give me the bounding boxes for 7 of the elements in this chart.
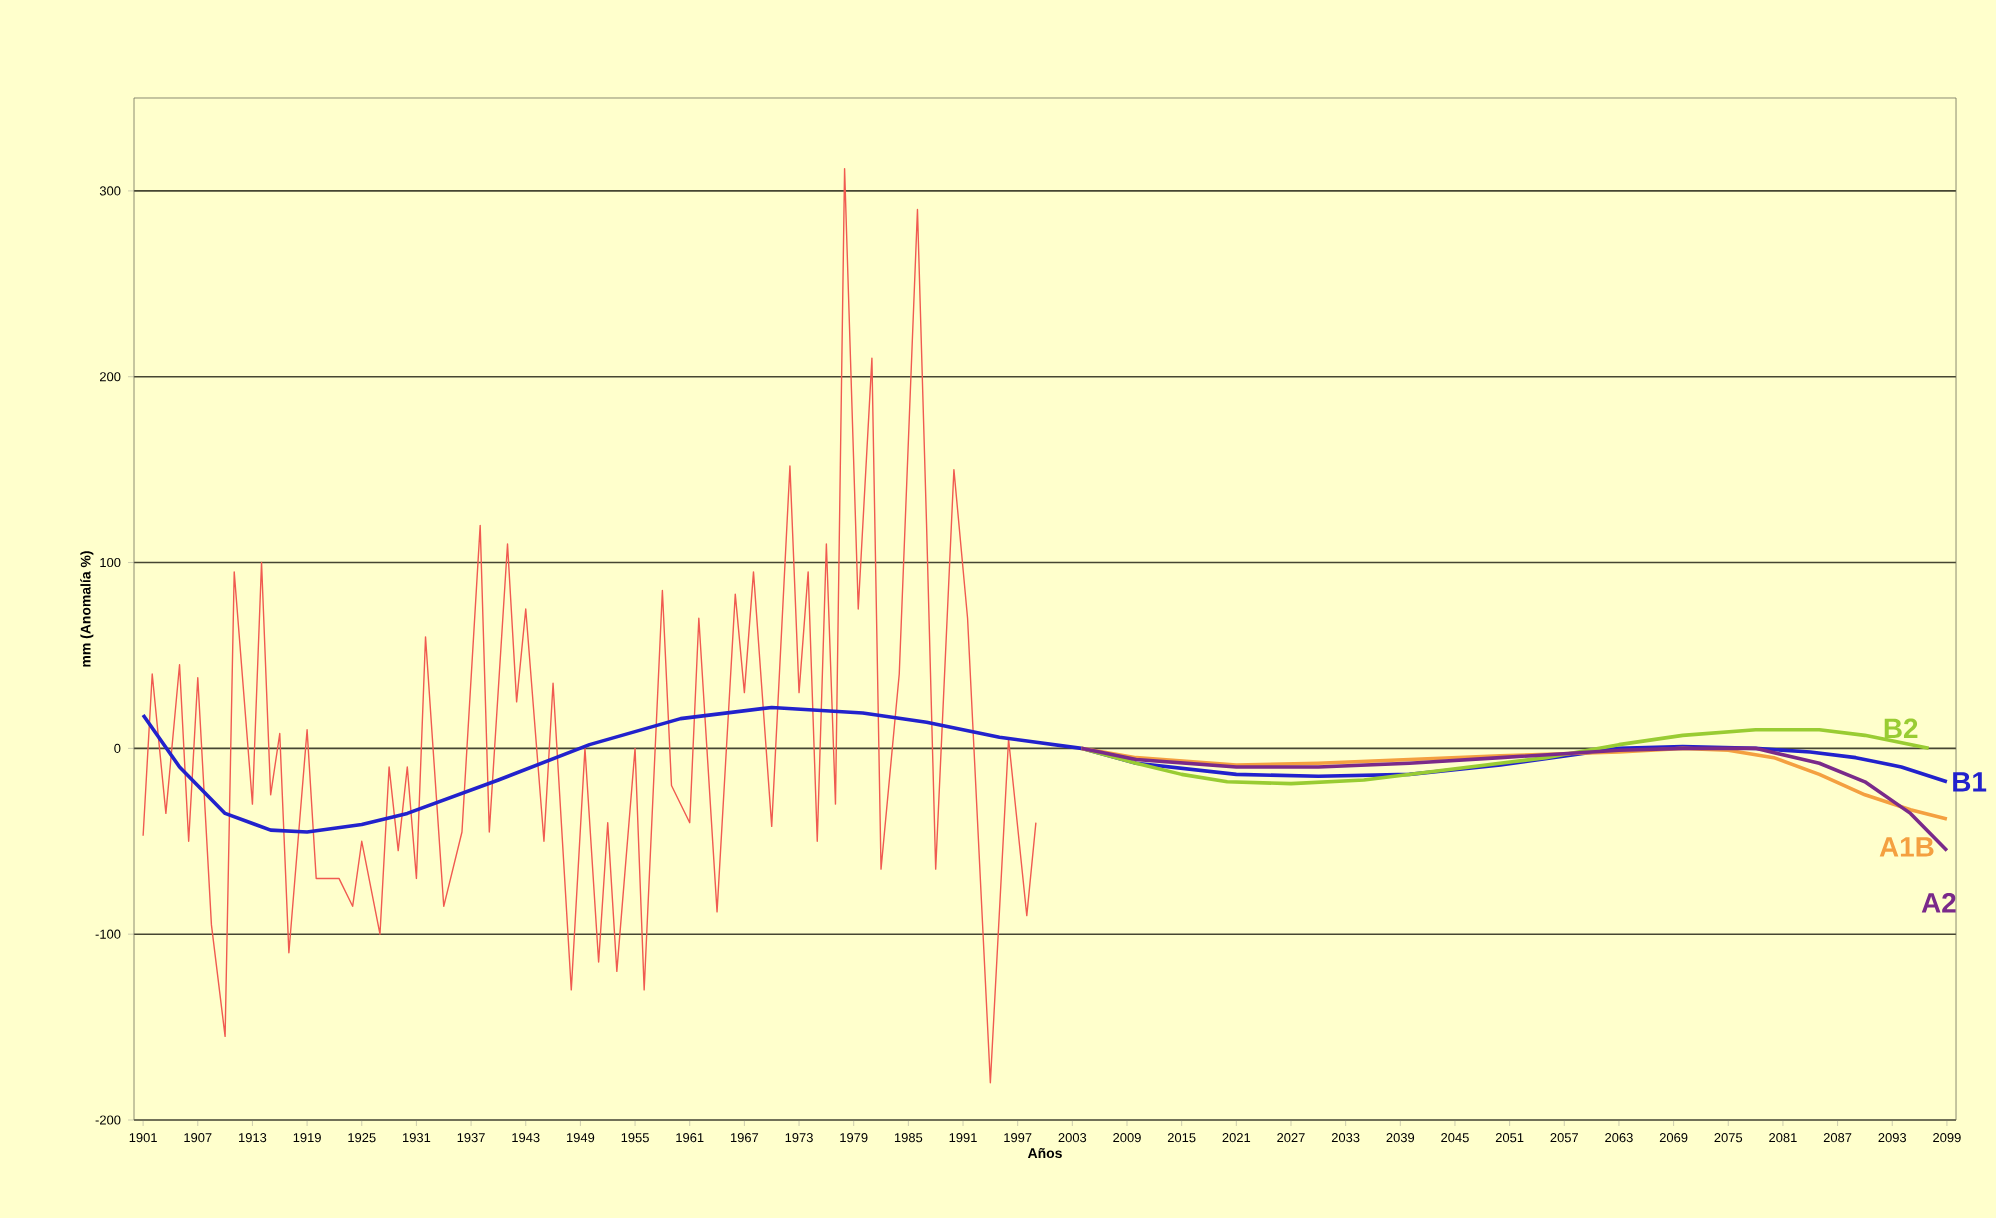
series-label: A2 <box>1921 892 1956 913</box>
line-series <box>142 167 1037 1084</box>
line-series <box>1079 746 1949 853</box>
series-label: A1B <box>1879 837 1934 857</box>
series-label: B2 <box>1884 718 1918 738</box>
series-label: B1 <box>1953 772 1987 792</box>
line-series <box>141 705 1949 834</box>
